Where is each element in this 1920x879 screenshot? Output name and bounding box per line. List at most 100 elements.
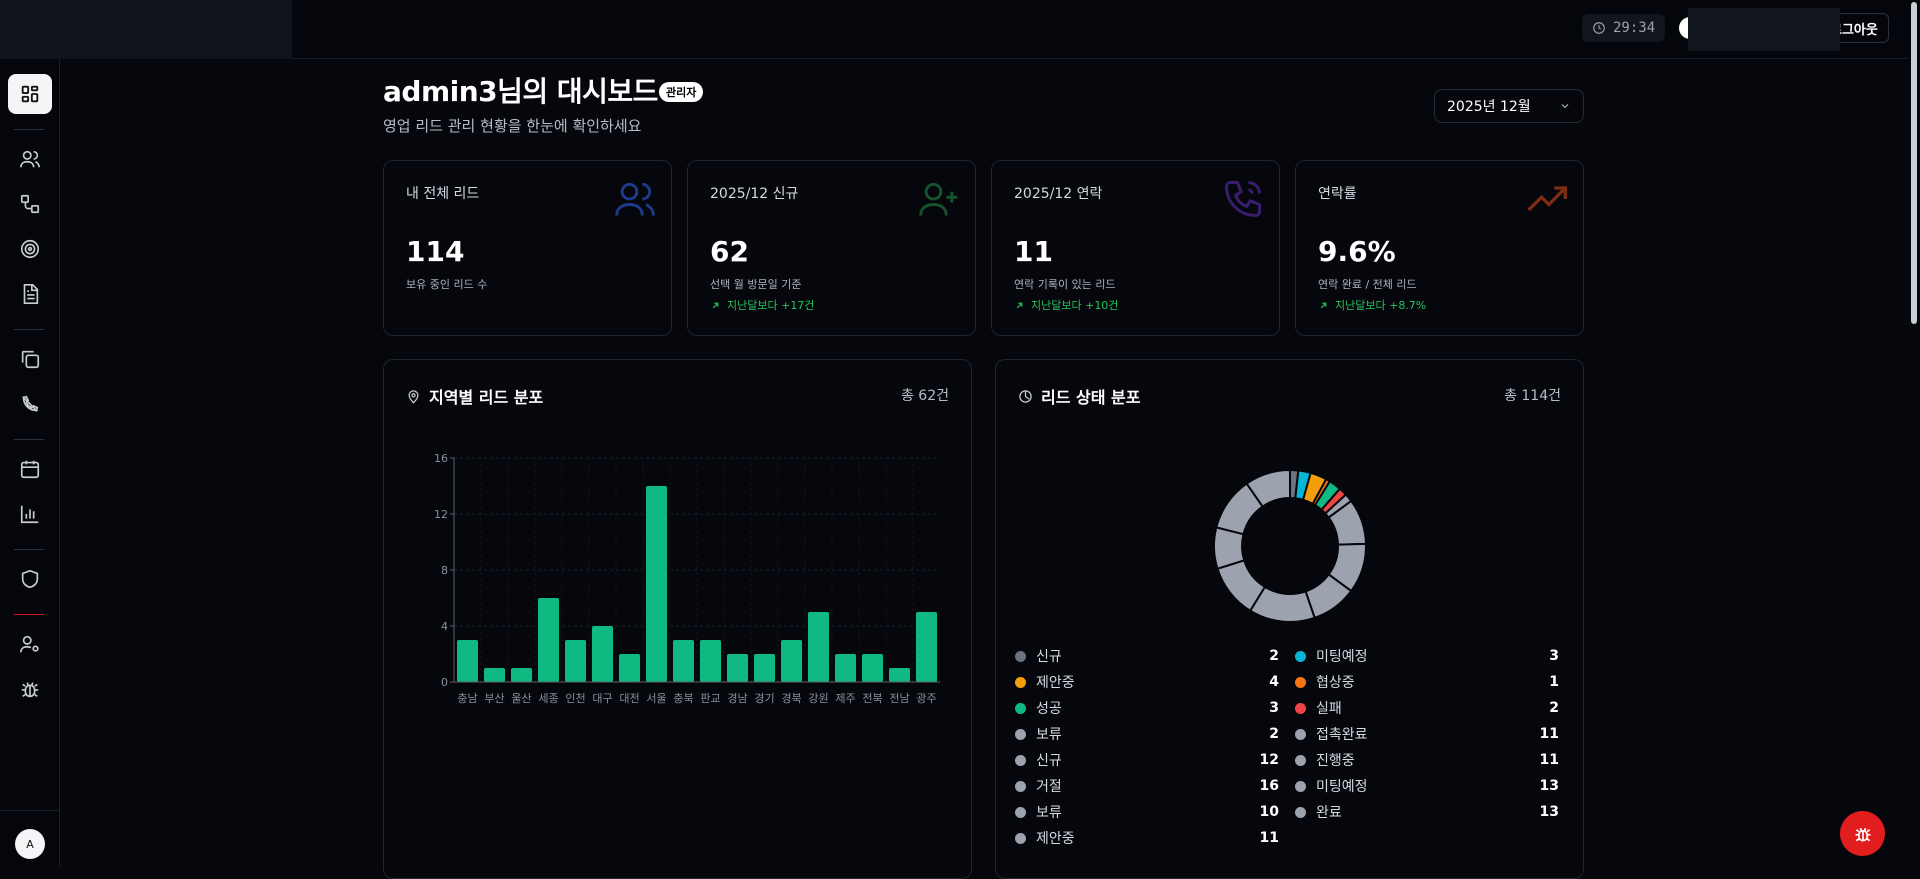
bar [780, 640, 803, 682]
page-scrollbar[interactable] [1908, 0, 1920, 867]
bar [645, 486, 668, 682]
x-tick-label: 충북 [673, 692, 693, 705]
legend-label: 보류 [1036, 805, 1062, 821]
region-distribution-panel: 지역별 리드 분포 총 62건 0 4 8 12 16 충남 부산 울산 세종 인천 대구 대전 서울 충… [383, 359, 972, 879]
legend-value: 2 [1549, 700, 1559, 716]
legend-dot [1295, 806, 1306, 818]
stat-card-delta-text: 지난달보다 +10건 [1031, 299, 1119, 312]
clock-icon [1593, 22, 1605, 34]
sidebar-item-user-settings[interactable] [8, 624, 52, 664]
sidebar-item-calendar[interactable] [8, 449, 52, 489]
stat-card-delta: 지난달보다 +10건 [1014, 297, 1118, 313]
sidebar-item-leads[interactable] [8, 139, 52, 179]
month-select-value: 2025년 12월 [1447, 99, 1531, 115]
x-tick-label: 전남 [889, 692, 909, 705]
bar [915, 612, 938, 682]
sidebar-item-security[interactable] [8, 559, 52, 599]
sidebar-item-reports[interactable] [8, 494, 52, 534]
pie-chart-icon [1019, 389, 1032, 403]
users-icon [20, 150, 40, 168]
legend-item: 신규 12 [1015, 750, 1279, 770]
x-tick-label: 인천 [565, 691, 585, 705]
sidebar-item-target[interactable] [8, 229, 52, 269]
copy-icon [21, 350, 40, 369]
legend-dot [1015, 702, 1026, 714]
legend-value: 4 [1269, 674, 1279, 690]
legend-value: 2 [1269, 726, 1279, 742]
scrollbar-thumb[interactable] [1911, 2, 1917, 324]
chevron-down-icon [1561, 104, 1569, 109]
legend-dot [1015, 728, 1026, 740]
legend-item: 미팅예정 13 [1295, 776, 1559, 796]
sidebar-item-debug[interactable] [8, 669, 52, 709]
legend-value: 12 [1259, 752, 1279, 768]
x-tick-label: 경기 [754, 692, 774, 705]
x-tick-label: 경북 [781, 692, 801, 705]
sidebar-item-copy[interactable] [8, 339, 52, 379]
bug-report-button[interactable] [1840, 811, 1885, 856]
donut-slice [1245, 468, 1291, 508]
avatar[interactable]: A [15, 829, 45, 859]
stat-card-delta-text: 지난달보다 +17건 [727, 299, 815, 312]
phone-off-icon [22, 395, 39, 412]
arrow-up-right-icon [712, 302, 719, 308]
panel-title-text: 지역별 리드 분포 [429, 388, 544, 407]
logout-button[interactable]: 로그아웃 [1830, 13, 1889, 43]
legend-value: 2 [1269, 648, 1279, 664]
stat-card-delta-text: 지난달보다 +8.7% [1335, 299, 1427, 312]
sidebar-item-workflow[interactable] [8, 184, 52, 224]
sidebar-item-documents[interactable] [8, 274, 52, 314]
bar [726, 654, 749, 682]
legend-item: 접촉완료 11 [1295, 724, 1559, 744]
legend-item: 제안중 11 [1015, 828, 1279, 848]
y-tick-label: 16 [434, 452, 448, 465]
sidebar-item-dashboard[interactable] [8, 74, 52, 114]
month-select[interactable]: 2025년 12월 [1434, 89, 1584, 123]
user-settings-icon [20, 635, 39, 653]
bar [753, 654, 776, 682]
legend-label: 접촉완료 [1316, 727, 1368, 743]
legend-label: 미팅예정 [1316, 649, 1368, 665]
legend-dot [1295, 780, 1306, 792]
avatar-initial: A [26, 837, 34, 851]
x-tick-label: 울산 [511, 692, 531, 705]
bar [456, 640, 479, 682]
legend-value: 13 [1539, 778, 1559, 794]
legend-label: 실패 [1316, 701, 1342, 717]
legend-item: 협상중 1 [1295, 672, 1559, 692]
sidebar-item-calls[interactable] [8, 384, 52, 424]
legend-dot [1295, 676, 1306, 688]
legend-label: 협상중 [1316, 675, 1355, 691]
dashboard-icon [21, 85, 39, 103]
arrow-up-right-icon [1320, 302, 1327, 308]
region-bar-chart: 0 4 8 12 16 충남 부산 울산 세종 인천 대구 대전 서울 충북 판교 경남 경기 경북 강원 제주 전북 전… [434, 452, 940, 705]
x-tick-label: 광주 [916, 692, 936, 705]
legend-value: 11 [1539, 726, 1559, 742]
top-bar: 29:34 로그아웃 [0, 0, 1920, 59]
target-icon [20, 239, 40, 259]
legend-item: 거절 16 [1015, 776, 1279, 796]
sidebar-divider [14, 329, 44, 330]
bar [699, 640, 722, 682]
legend-dot [1015, 780, 1026, 792]
logo-area [0, 0, 292, 59]
workflow-icon [20, 194, 40, 214]
legend-dot [1295, 728, 1306, 740]
stat-card-contact-rate: 연락률 9.6% 연락 완료 / 전체 리드 지난달보다 +8.7% [1295, 160, 1584, 336]
legend-value: 1 [1549, 674, 1559, 690]
stat-card-label: 연락률 [1318, 186, 1357, 202]
stat-card-delta: 지난달보다 +17건 [710, 297, 814, 313]
y-tick-label: 12 [434, 508, 448, 521]
panel-title: 리드 상태 분포 [1018, 384, 1140, 408]
sidebar-divider [14, 439, 44, 440]
legend-value: 3 [1549, 648, 1559, 664]
bar [510, 668, 533, 682]
user-plus-icon [919, 182, 958, 216]
legend-item: 보류 10 [1015, 802, 1279, 822]
legend-dot [1015, 650, 1026, 662]
x-tick-label: 전북 [862, 692, 882, 705]
timer-text: 29:34 [1613, 20, 1656, 36]
legend-value: 11 [1259, 830, 1279, 846]
bar [537, 598, 560, 682]
legend-dot [1295, 650, 1306, 662]
